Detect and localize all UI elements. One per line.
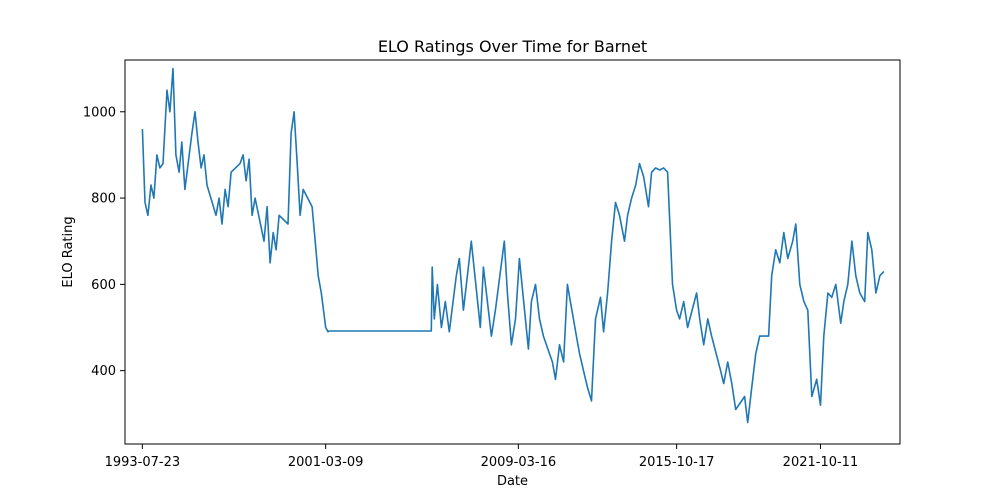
x-tick-label: 2015-10-17 [639,455,715,470]
x-axis-label: Date [497,474,528,489]
y-axis: 400 600 800 1000 [83,105,125,379]
y-tick-label: 600 [91,278,116,293]
x-axis: 1993-07-23 2001-03-09 2009-03-16 2015-10-17… [105,444,859,470]
y-tick-label: 400 [91,364,116,379]
x-tick-label: 2021-10-11 [783,455,859,470]
x-tick-label: 2001-03-09 [288,455,364,470]
plot-area [124,59,901,445]
chart-title: ELO Ratings Over Time for Barnet [378,37,647,56]
y-tick-label: 1000 [83,105,116,120]
elo-series-line [141,67,885,424]
x-tick-label: 2009-03-16 [481,455,557,470]
x-tick-label: 1993-07-23 [105,455,181,470]
plot-frame [124,59,901,445]
y-axis-label: ELO Rating [61,216,76,287]
y-tick-label: 800 [91,192,116,207]
